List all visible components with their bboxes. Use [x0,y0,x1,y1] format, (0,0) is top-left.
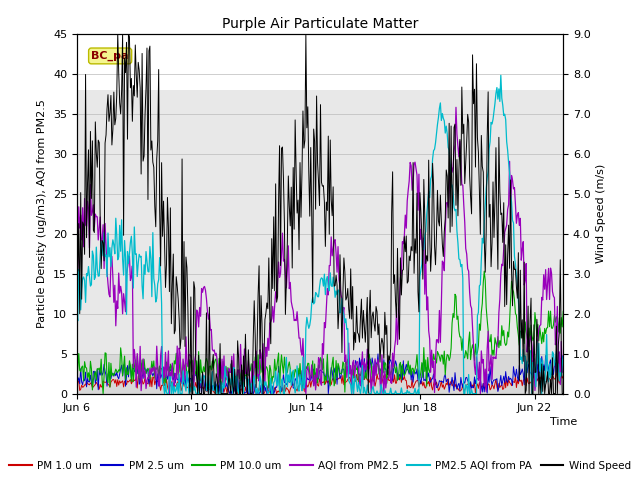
Bar [77,354,563,394]
Bar [77,34,563,90]
Y-axis label: Particle Density (ug/m3), AQI from PM2.5: Particle Density (ug/m3), AQI from PM2.5 [37,99,47,328]
Text: BC_pa: BC_pa [92,51,129,61]
Bar [77,90,563,354]
Y-axis label: Wind Speed (m/s): Wind Speed (m/s) [596,164,606,263]
Text: Time: Time [550,417,577,427]
Title: Purple Air Particulate Matter: Purple Air Particulate Matter [222,17,418,31]
Legend: PM 1.0 um, PM 2.5 um, PM 10.0 um, AQI from PM2.5, PM2.5 AQI from PA, Wind Speed: PM 1.0 um, PM 2.5 um, PM 10.0 um, AQI fr… [5,456,635,475]
